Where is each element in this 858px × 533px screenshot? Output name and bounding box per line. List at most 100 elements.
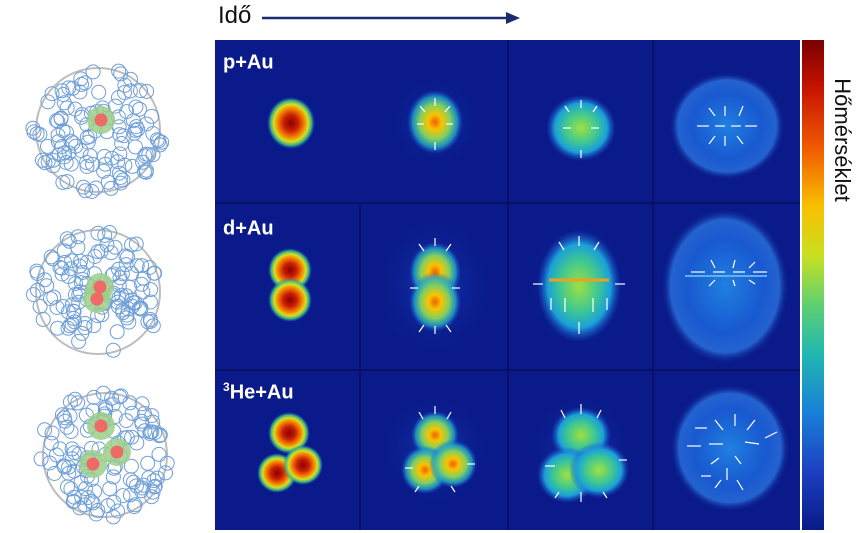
nucleon [39, 278, 55, 294]
row-label-text: d+Au [223, 217, 274, 240]
nucleon [63, 133, 79, 149]
nucleon [151, 428, 167, 444]
nucleon [72, 84, 88, 100]
nucleon [63, 424, 79, 439]
nucleon [59, 174, 75, 190]
nucleon [25, 287, 41, 303]
nucleon [138, 162, 154, 178]
nucleon [127, 139, 143, 155]
nucleon [73, 71, 89, 87]
nucleon [77, 315, 93, 331]
nucleon [115, 172, 131, 188]
nucleon [50, 320, 66, 336]
nucleon [29, 126, 45, 142]
nucleon [140, 455, 156, 471]
nucleon [77, 497, 93, 513]
nucleon [97, 156, 113, 172]
heatmap-grid [215, 40, 800, 530]
nucleon [53, 111, 69, 127]
nucleon [126, 499, 142, 515]
nucleon [142, 294, 158, 310]
nucleon [146, 265, 162, 281]
nucleon [132, 101, 147, 117]
time-arrow-icon [262, 12, 520, 24]
projectile-nucleon [90, 292, 104, 306]
flow-vectors-row3 [405, 404, 778, 502]
nucleon [124, 429, 140, 445]
nucleon [115, 488, 131, 504]
projectile-nucleon [86, 457, 100, 471]
nucleon [107, 239, 123, 255]
nucleon [149, 470, 165, 486]
nucleus-d-au [25, 225, 163, 358]
nucleon [143, 282, 159, 298]
nucleon [46, 289, 62, 305]
nucleon [120, 249, 136, 265]
nucleon [119, 104, 135, 120]
nucleon [45, 251, 61, 267]
nucleus-outline [35, 67, 161, 193]
nucleon [75, 179, 91, 195]
nucleon [124, 292, 140, 308]
nucleon [146, 473, 162, 489]
nucleon [122, 83, 138, 99]
nucleon [97, 227, 113, 243]
nucleon [114, 287, 129, 303]
nucleon [79, 254, 95, 270]
nucleon [78, 183, 93, 199]
nucleon [70, 395, 86, 411]
nucleon [73, 143, 89, 159]
row-label-he3-au: 3He+Au [223, 380, 294, 405]
nucleon [88, 506, 104, 522]
nucleon [66, 304, 82, 319]
nucleon [134, 416, 150, 432]
nucleon [60, 320, 76, 336]
cell-d-au-t4 [661, 208, 789, 364]
nucleon [134, 276, 150, 292]
cell-d-au-t2 [373, 211, 497, 361]
nucleon [103, 245, 119, 261]
simulation-panel: p+Au d+Au 3He+Au [215, 40, 800, 530]
nucleon [30, 282, 45, 298]
nucleon [134, 258, 150, 274]
nucleon [135, 154, 151, 170]
nucleon [129, 258, 145, 274]
flow-vectors-row1 [417, 98, 757, 158]
nuclei-diagrams [25, 63, 175, 525]
nucleon [102, 225, 117, 240]
nucleon [159, 455, 175, 471]
nucleus-outline [42, 392, 168, 518]
nucleon [112, 389, 128, 405]
heatmap-row-p-au [267, 72, 785, 180]
nucleus-outline [35, 229, 161, 355]
nucleon [68, 276, 83, 291]
nucleon [96, 163, 112, 179]
nucleon [33, 451, 49, 467]
nucleon [72, 258, 88, 274]
cell-p-au-t4 [669, 72, 785, 180]
nucleon [65, 80, 81, 96]
nucleon [114, 266, 130, 282]
time-axis-label: Idő [218, 2, 252, 29]
nucleon [62, 318, 78, 334]
nucleon [37, 155, 53, 171]
nucleon [68, 287, 83, 302]
projectile-nucleon [94, 419, 108, 433]
nucleon [86, 389, 102, 405]
nucleon [133, 83, 148, 99]
nucleon [57, 255, 73, 270]
nucleon [64, 316, 80, 332]
nucleon [139, 83, 155, 99]
flow-vectors-row2 [410, 236, 767, 334]
nucleon [50, 127, 66, 143]
nucleon [104, 390, 120, 406]
nucleon [74, 489, 90, 505]
cell-p-au-t1 [267, 97, 315, 149]
row-label-sup: 3 [223, 380, 230, 394]
nucleon [118, 257, 134, 273]
cell-he3-au-t4 [670, 384, 790, 512]
nucleon [64, 253, 80, 269]
nucleon [82, 148, 98, 164]
nucleon [79, 159, 95, 174]
nucleon [51, 147, 67, 163]
